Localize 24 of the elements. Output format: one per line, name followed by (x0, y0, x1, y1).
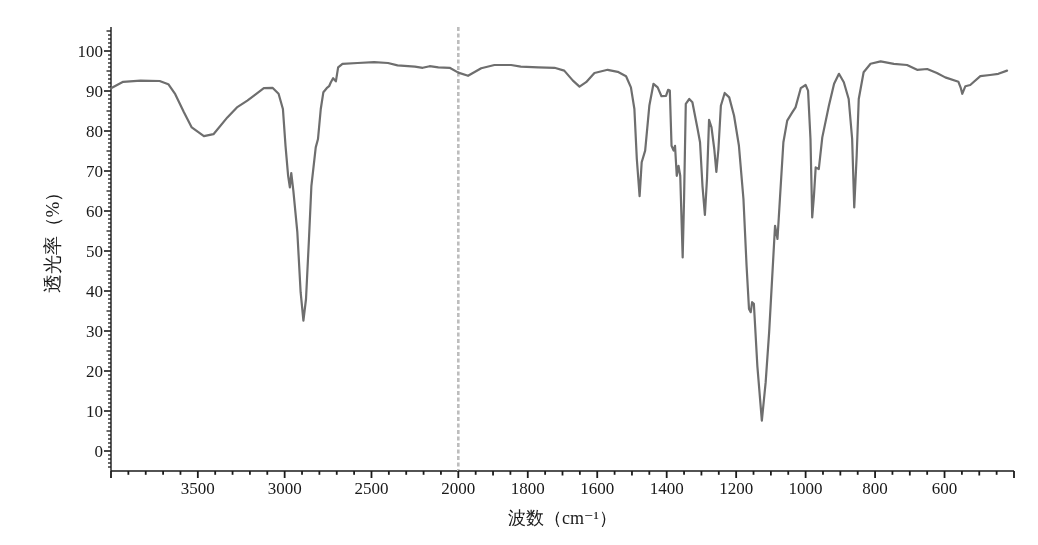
y-tick-label: 90 (86, 82, 103, 101)
x-tick-label: 1800 (510, 479, 545, 498)
y-tick-label: 20 (86, 362, 103, 381)
x-tick-label: 1200 (719, 479, 754, 498)
x-tick-label: 2000 (441, 479, 476, 498)
x-tick-label: 1000 (788, 479, 823, 498)
y-tick-label: 80 (86, 122, 103, 141)
x-tick-label: 600 (931, 479, 958, 498)
y-tick-label: 100 (77, 42, 103, 61)
y-axis-title: 透光率（%） (41, 182, 63, 294)
x-tick-label: 1600 (580, 479, 615, 498)
y-tick-label: 30 (86, 322, 103, 341)
y-tick-label: 0 (94, 442, 103, 461)
x-tick-label: 1400 (649, 479, 684, 498)
x-axis-title: 波数（cm⁻¹） (508, 508, 617, 528)
x-tick-label: 3500 (180, 479, 215, 498)
x-tick-label: 2500 (354, 479, 389, 498)
y-tick-label: 50 (86, 242, 103, 261)
y-tick-label: 10 (86, 402, 103, 421)
y-tick-label: 60 (86, 202, 103, 221)
x-tick-label: 800 (862, 479, 888, 498)
y-tick-label: 40 (86, 282, 103, 301)
y-tick-label: 70 (86, 162, 103, 181)
x-tick-label: 3000 (267, 479, 302, 498)
